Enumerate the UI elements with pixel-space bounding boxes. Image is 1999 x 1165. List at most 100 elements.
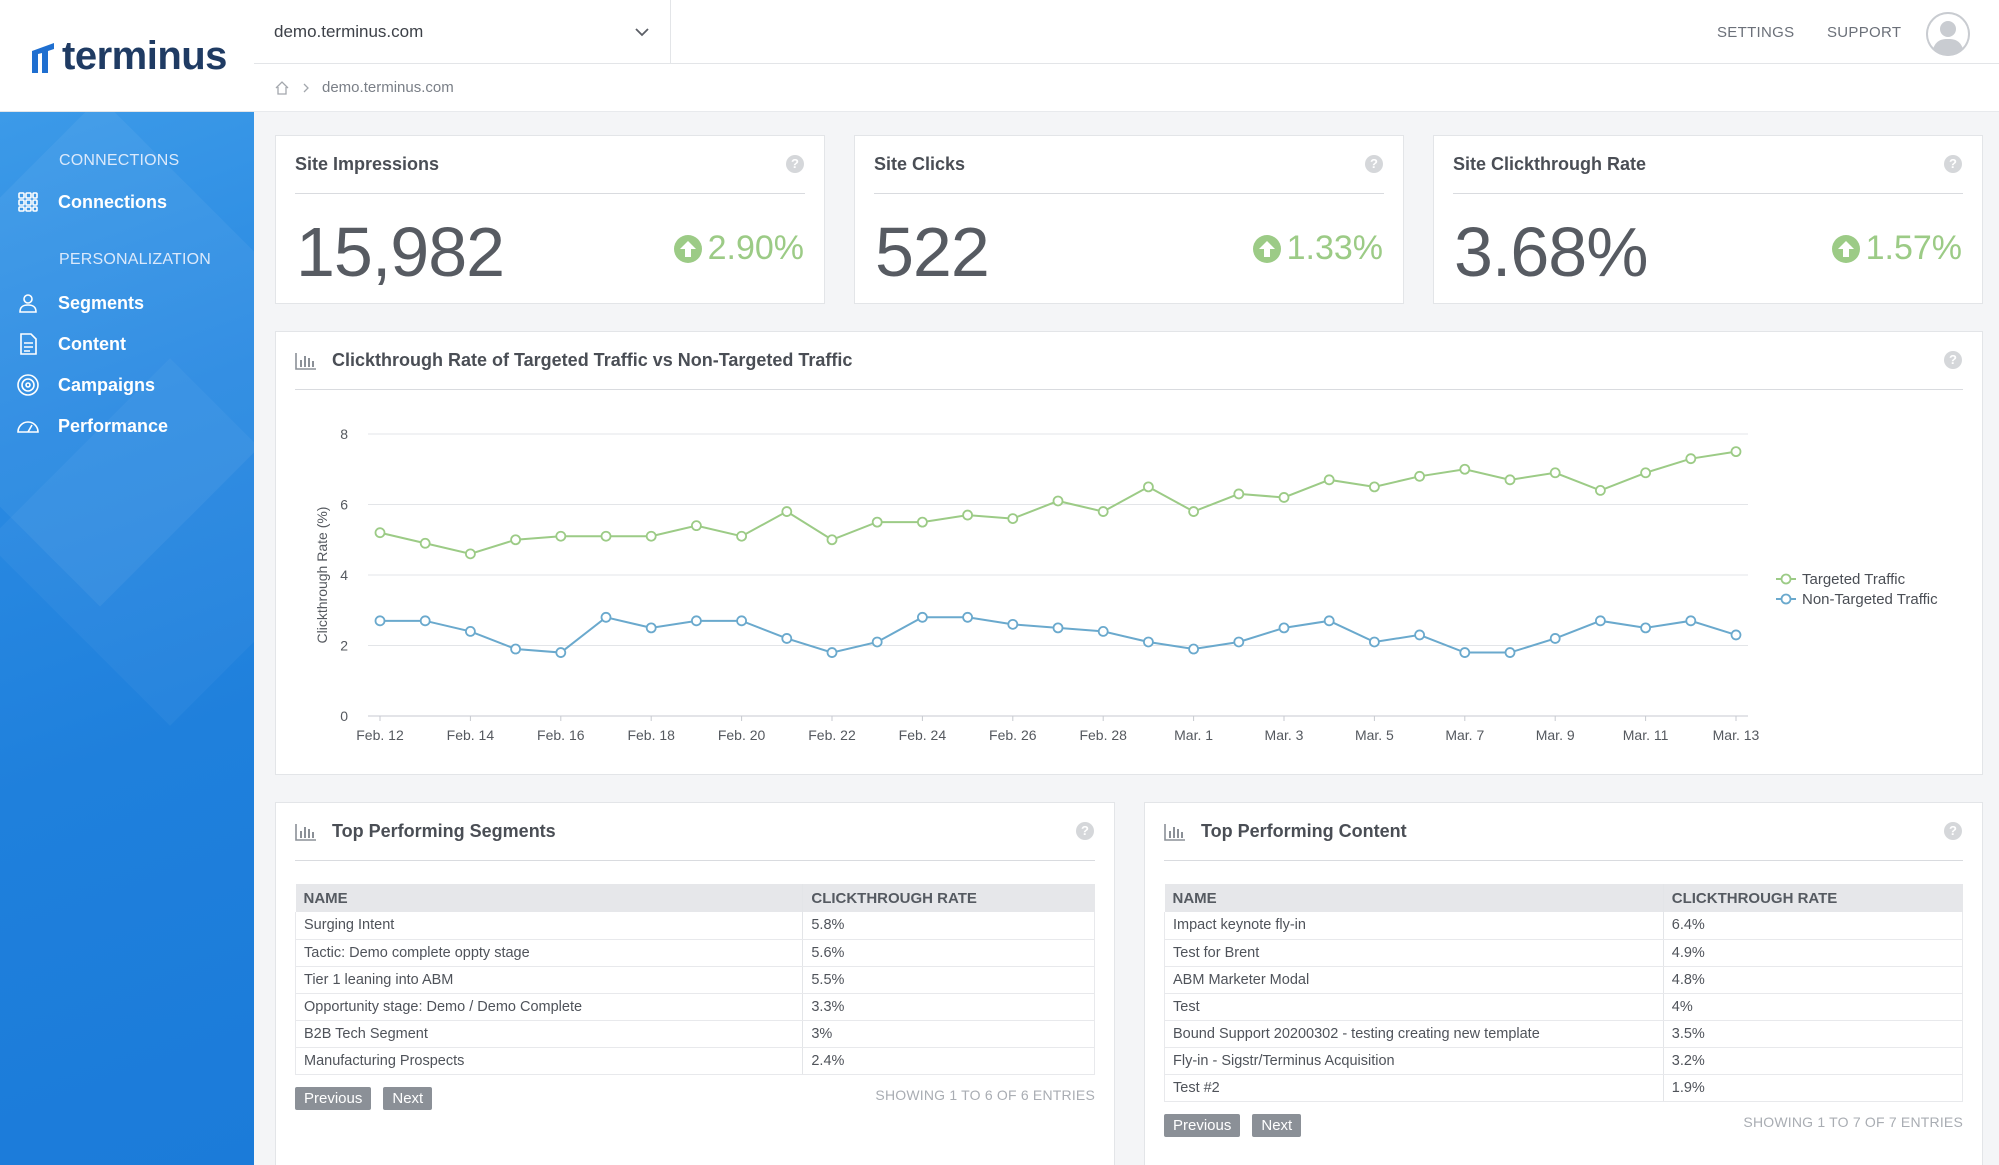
table-row[interactable]: Fly-in - Sigstr/Terminus Acquisition 3.2% (1164, 1047, 1963, 1075)
next-button[interactable]: Next (383, 1087, 433, 1110)
x-tick-label: Mar. 5 (1355, 727, 1394, 743)
row-rate-cell: 3.2% (1663, 1047, 1963, 1075)
row-rate-cell: 5.5% (802, 966, 1095, 994)
brand-name: terminus (62, 34, 227, 78)
y-tick-label: 0 (340, 708, 348, 724)
column-header[interactable]: NAME (1164, 884, 1664, 912)
column-header[interactable]: CLICKTHROUGH RATE (1663, 884, 1963, 912)
breadcrumb-current[interactable]: demo.terminus.com (322, 79, 454, 96)
x-tick-label: Feb. 24 (899, 727, 947, 743)
row-name-cell: Tier 1 leaning into ABM (295, 966, 804, 994)
support-link[interactable]: SUPPORT (1827, 24, 1902, 41)
data-point (1730, 629, 1742, 641)
kpi-value: 15,982 (296, 213, 505, 291)
home-icon[interactable] (274, 80, 290, 96)
sidebar-item-label: Segments (58, 292, 145, 313)
kpi-card-clicks: Site Clicks ? 522 1.33% (854, 135, 1404, 304)
table-row[interactable]: Impact keynote fly-in 6.4% (1164, 912, 1963, 940)
segments-title: Top Performing Segments (332, 821, 556, 841)
line-chart: 0 2 4 6 8 Feb. 12 Feb. 14 Feb. 16 Feb. 18 Feb. 20… (314, 426, 1938, 743)
terminus-logo-icon (32, 42, 54, 73)
sidebar-item-connections[interactable]: Connections (16, 190, 167, 214)
data-point (1007, 513, 1019, 525)
data-point (510, 643, 522, 655)
row-name-cell: ABM Marketer Modal (1164, 966, 1664, 994)
table-row[interactable]: Test 4% (1164, 993, 1963, 1021)
data-point (1685, 453, 1697, 465)
sidebar-item-label: Content (58, 333, 126, 354)
arrow-up-circle-icon (673, 234, 702, 263)
x-tick-label: Mar. 3 (1265, 727, 1304, 743)
kpi-delta-value: 2.90% (707, 229, 804, 267)
table-row[interactable]: Opportunity stage: Demo / Demo Complete 3… (295, 993, 1095, 1021)
data-point (419, 615, 431, 627)
table-row[interactable]: Tactic: Demo complete oppty stage 5.6% (295, 939, 1095, 967)
data-point (1233, 488, 1245, 500)
data-point (1369, 636, 1380, 648)
help-icon[interactable]: ? (1944, 822, 1962, 840)
legend-swatch-marker (1780, 573, 1792, 585)
row-rate-cell: 4% (1663, 993, 1963, 1021)
previous-button[interactable]: Previous (295, 1087, 372, 1110)
row-rate-cell: 6.4% (1663, 912, 1963, 940)
top-bar: demo.terminus.com SETTINGS SUPPORT (254, 0, 1999, 64)
sidebar-item-segments[interactable]: Segments (16, 291, 144, 315)
table-row[interactable]: Manufacturing Prospects 2.4% (295, 1047, 1095, 1075)
row-rate-cell: 1.9% (1663, 1074, 1963, 1102)
segments-table: NAME CLICKTHROUGH RATE Surging Intent 5.8… (295, 884, 1095, 1075)
data-point (1188, 643, 1199, 655)
sidebar-item-campaigns[interactable]: Campaigns (16, 373, 155, 397)
data-point (419, 537, 431, 549)
x-tick-label: Feb. 28 (1079, 727, 1127, 743)
avatar[interactable] (1926, 12, 1970, 56)
table-row[interactable]: Tier 1 leaning into ABM 5.5% (295, 966, 1095, 994)
table-row[interactable]: ABM Marketer Modal 4.8% (1164, 966, 1963, 994)
table-row[interactable]: B2B Tech Segment 3% (295, 1020, 1095, 1048)
column-header[interactable]: CLICKTHROUGH RATE (802, 884, 1095, 912)
kpi-delta: 1.57% (1831, 229, 1962, 268)
data-point (645, 622, 657, 634)
table-row[interactable]: Test #2 1.9% (1164, 1074, 1963, 1102)
help-icon[interactable]: ? (1944, 155, 1962, 173)
data-point (1459, 647, 1471, 658)
help-icon[interactable]: ? (1944, 351, 1962, 369)
document-icon (20, 333, 37, 355)
row-rate-cell: 5.6% (802, 939, 1095, 967)
table-row[interactable]: Surging Intent 5.8% (295, 912, 1095, 940)
data-point (1414, 470, 1425, 482)
data-point (464, 625, 476, 637)
entries-count: SHOWING 1 TO 6 OF 6 ENTRIES (875, 1087, 1095, 1103)
data-point (781, 633, 793, 644)
sidebar: CONNECTIONS Connections PERSONALIZATION … (0, 112, 254, 1165)
next-button[interactable]: Next (1252, 1114, 1302, 1137)
sidebar-item-label: Performance (58, 415, 169, 436)
data-point (736, 615, 748, 627)
divider (874, 193, 1384, 194)
arrow-up-circle-icon (1831, 234, 1860, 263)
table-row[interactable]: Test for Brent 4.9% (1164, 939, 1963, 967)
sidebar-item-label: Connections (58, 191, 168, 212)
chevron-right-icon (303, 83, 309, 92)
chart-card: Clickthrough Rate of Targeted Traffic vs… (275, 331, 1983, 775)
help-icon[interactable]: ? (1365, 155, 1383, 173)
sidebar-item-content[interactable]: Content (16, 332, 126, 356)
help-icon[interactable]: ? (786, 155, 804, 173)
help-icon[interactable]: ? (1076, 822, 1094, 840)
column-header[interactable]: NAME (295, 884, 804, 912)
row-name-cell: Tactic: Demo complete oppty stage (295, 939, 804, 967)
legend-label: Non-Targeted Traffic (1802, 591, 1938, 608)
x-tick-label: Mar. 11 (1623, 727, 1669, 743)
content-table: NAME CLICKTHROUGH RATE Impact keynote fl… (1164, 884, 1963, 1102)
data-point (917, 611, 928, 623)
bar-chart-icon (295, 824, 316, 841)
kpi-value: 3.68% (1454, 213, 1648, 291)
table-row[interactable]: Bound Support 20200302 - testing creatin… (1164, 1020, 1963, 1048)
terminus-logo[interactable]: terminus (28, 34, 227, 79)
sidebar-item-label: Campaigns (58, 374, 156, 395)
sidebar-item-performance[interactable]: Performance (16, 414, 168, 438)
data-point (1730, 446, 1742, 458)
site-selector[interactable]: demo.terminus.com (254, 0, 671, 64)
data-point (826, 647, 838, 658)
settings-link[interactable]: SETTINGS (1717, 24, 1795, 41)
previous-button[interactable]: Previous (1164, 1114, 1241, 1137)
